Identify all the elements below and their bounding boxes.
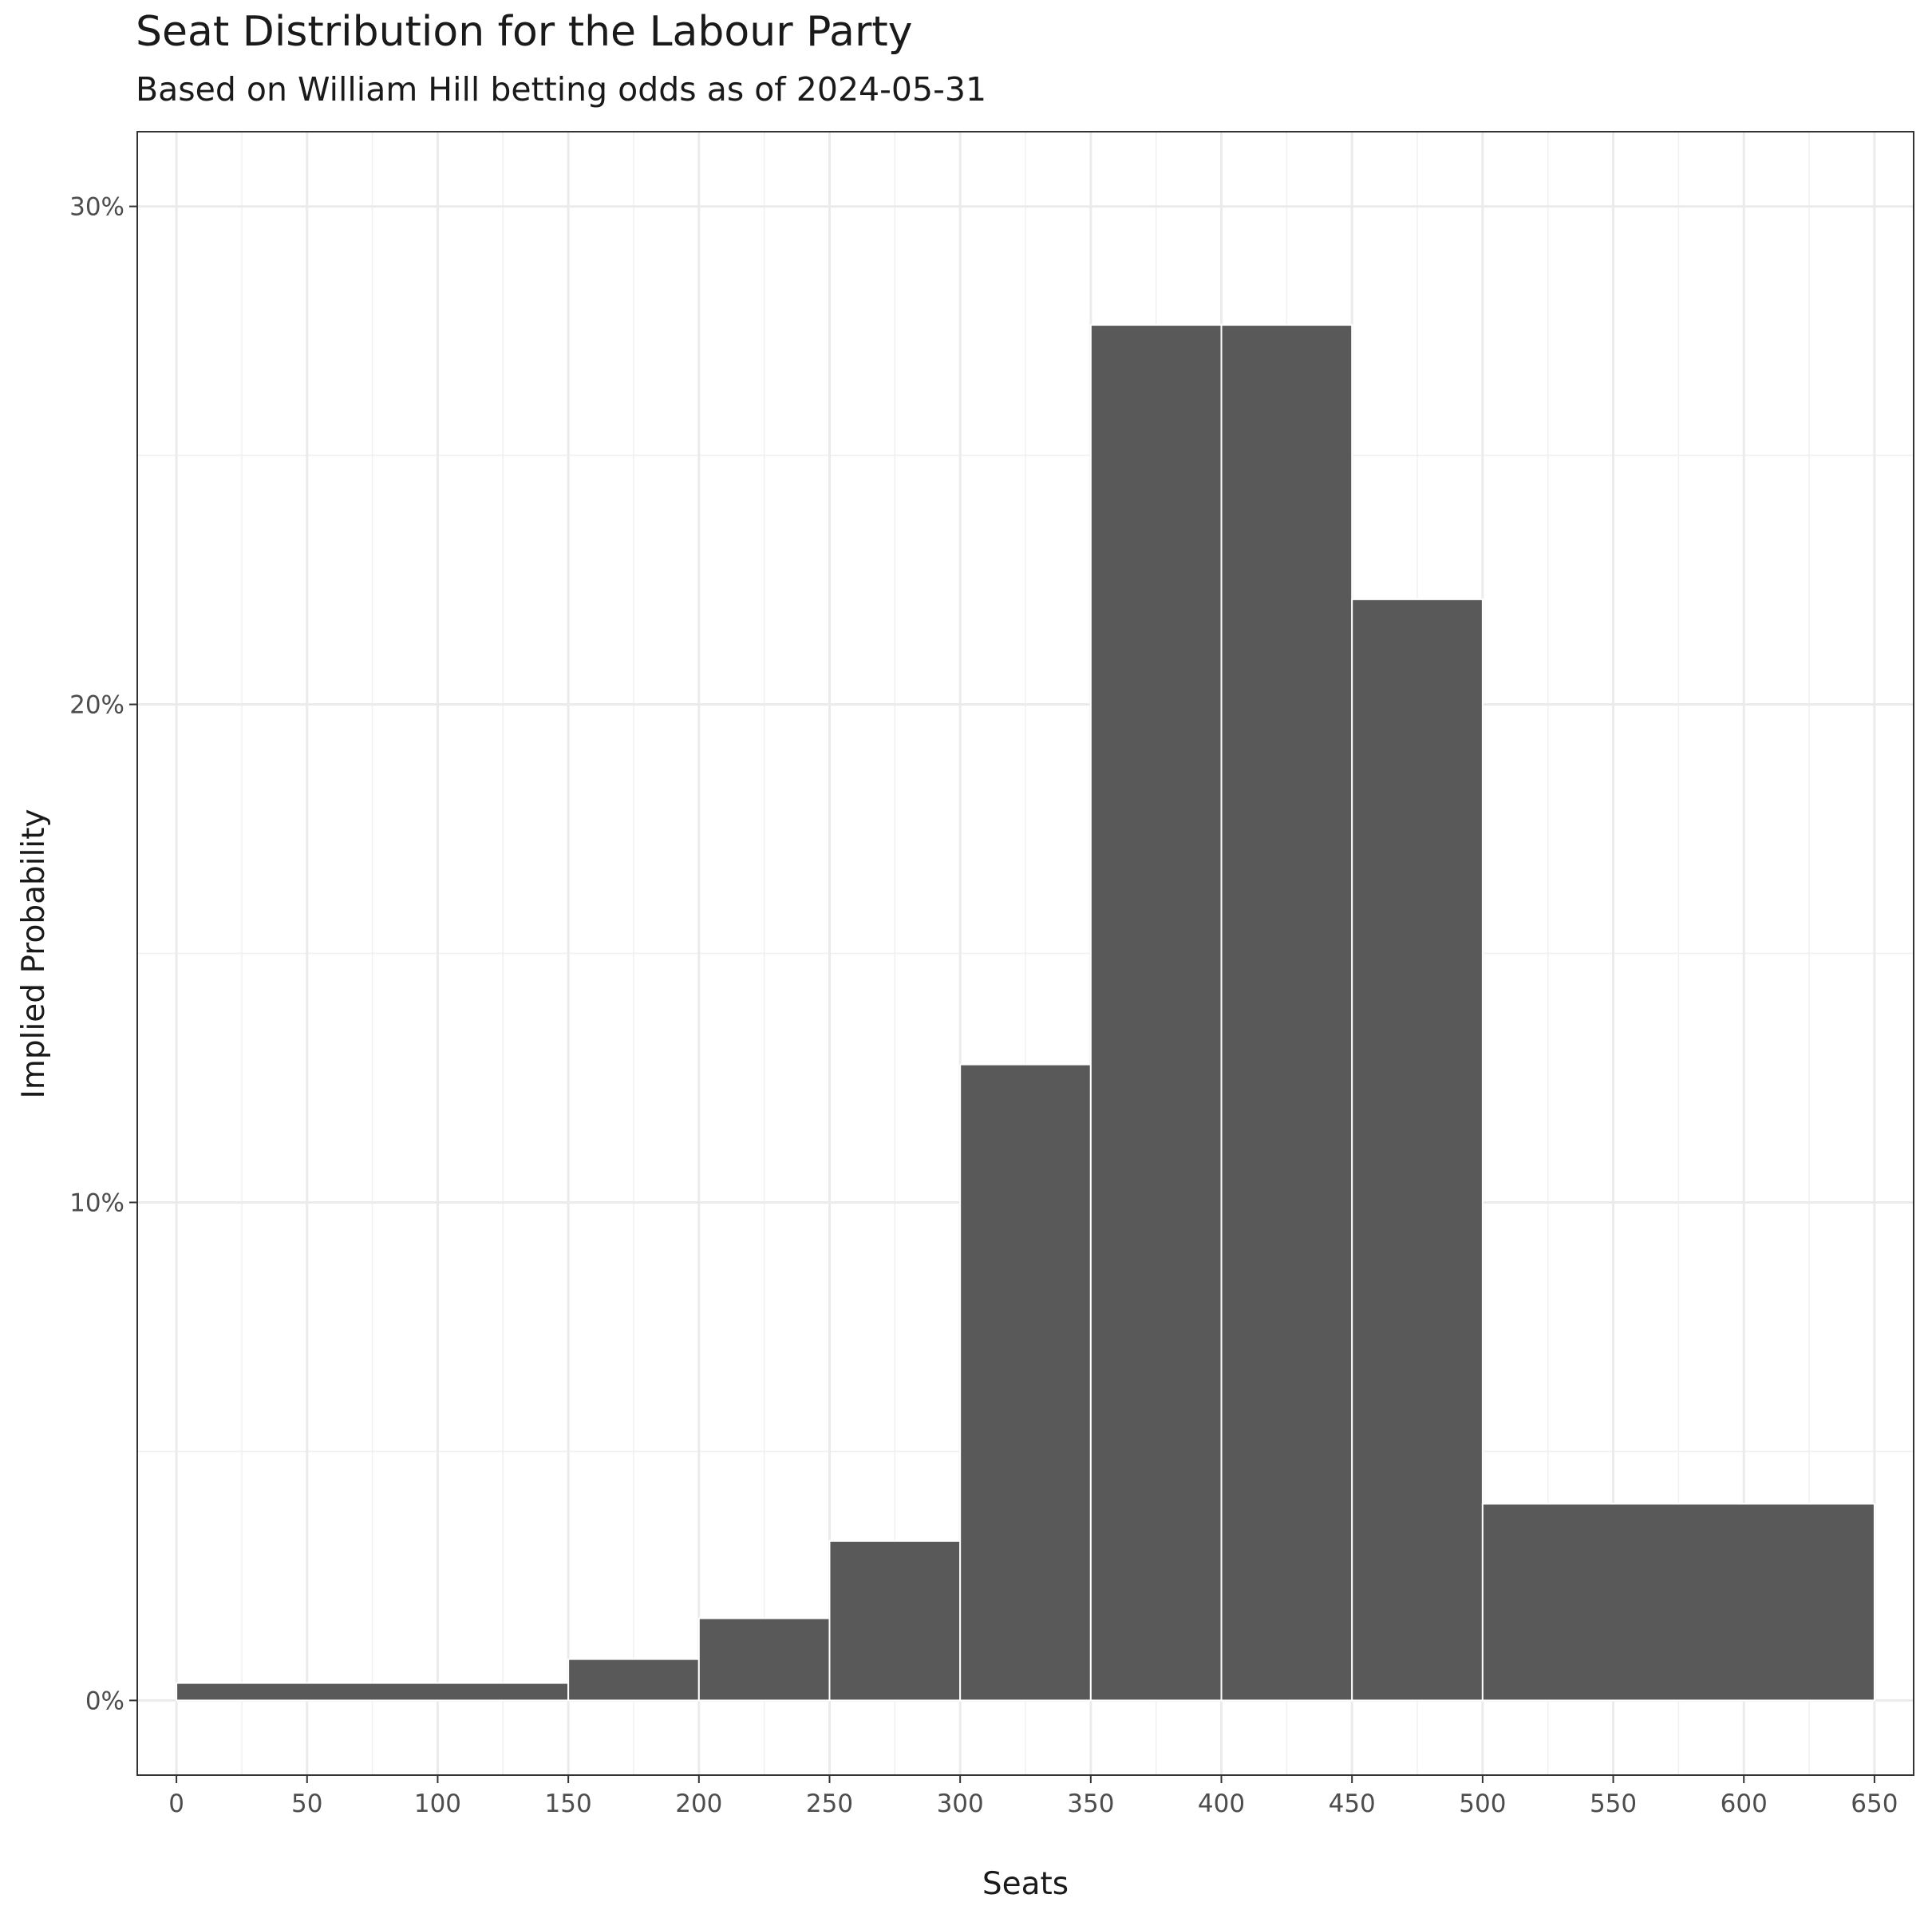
bar-150-200 [567, 1658, 700, 1702]
x-axis-title: Seats [982, 1866, 1069, 1902]
histogram-bars [176, 324, 1875, 1702]
bar-450-500 [1351, 598, 1484, 1702]
x-tick-label: 400 [1198, 1789, 1245, 1818]
x-tick-label: 150 [545, 1789, 592, 1818]
y-tick-label: 10% [69, 1188, 124, 1217]
bar-200-250 [697, 1617, 831, 1702]
bar-350-400 [1089, 324, 1223, 1702]
x-tick-label: 0 [168, 1789, 184, 1818]
bar-500-650 [1481, 1502, 1875, 1702]
bar-0-150 [176, 1682, 570, 1702]
chart-title: Seat Distribution for the Labour Party [136, 8, 913, 56]
chart-subtitle: Based on William Hill betting odds as of… [136, 70, 987, 109]
y-tick-label: 20% [69, 691, 124, 720]
x-tick-label: 300 [937, 1789, 984, 1818]
y-tick-label: 30% [69, 193, 124, 222]
x-tick-label: 600 [1721, 1789, 1768, 1818]
x-axis: 0 50 100 150 200 250 300 350 400 450 500 550 600 650 [168, 1775, 1898, 1818]
x-tick-label: 550 [1590, 1789, 1637, 1818]
x-tick-label: 250 [806, 1789, 853, 1818]
x-tick-label: 650 [1851, 1789, 1898, 1818]
x-tick-label: 500 [1459, 1789, 1506, 1818]
x-tick-label: 450 [1329, 1789, 1376, 1818]
x-tick-label: 100 [414, 1789, 461, 1818]
x-tick-label: 350 [1067, 1789, 1114, 1818]
bar-250-300 [828, 1540, 962, 1702]
bar-400-450 [1220, 324, 1353, 1702]
x-tick-label: 200 [675, 1789, 722, 1818]
bar-300-350 [959, 1063, 1092, 1702]
y-tick-label: 0% [85, 1687, 124, 1715]
x-tick-label: 50 [291, 1789, 322, 1818]
y-axis: 0% 10% 20% 30% [69, 193, 137, 1715]
panel-border [136, 131, 1914, 1776]
y-axis-title: Implied Probability [16, 809, 52, 1098]
